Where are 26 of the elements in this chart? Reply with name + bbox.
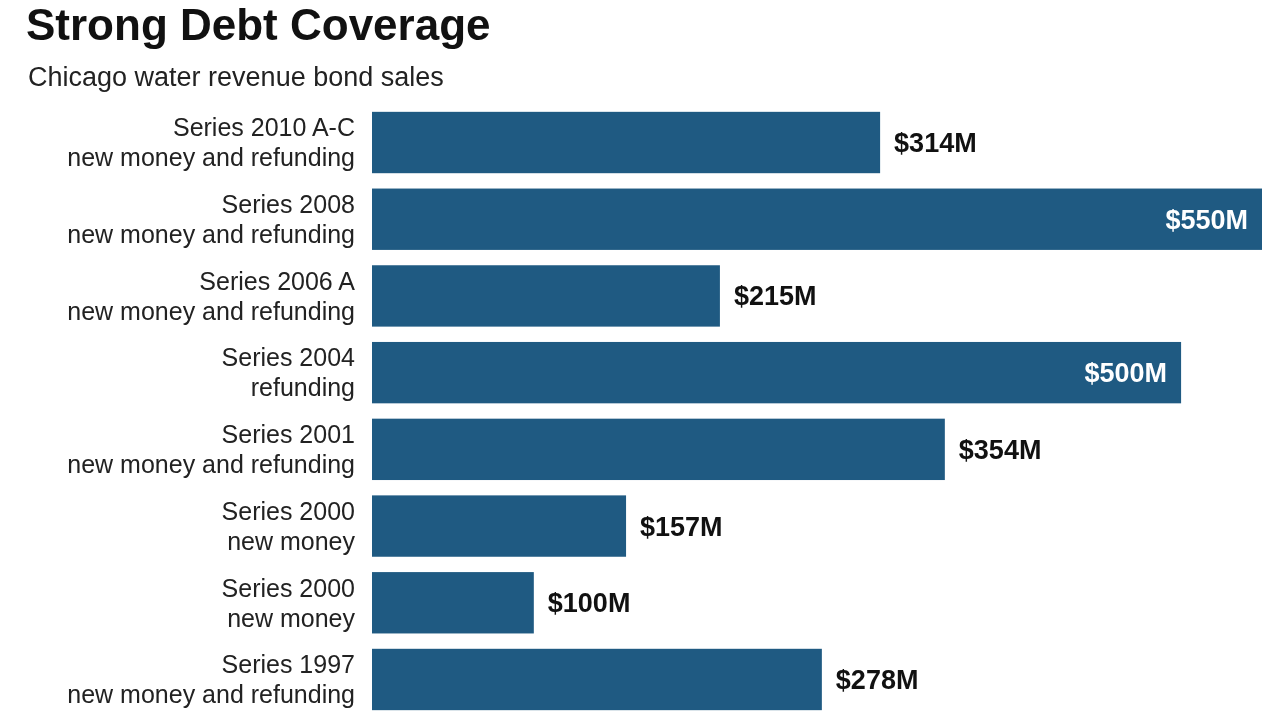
y-tick-label: Series 2000 new money [221,573,356,632]
bar [372,572,534,634]
data-label: $550M [1165,204,1248,235]
data-label: $157M [640,511,723,542]
bar [372,188,1262,250]
y-tick-label: Series 2001 new money and refunding [67,420,355,479]
bar [372,495,627,557]
bar [372,341,1182,404]
data-label: $314M [894,127,977,158]
data-label: $100M [547,588,631,619]
data-label: $354M [958,434,1042,465]
chart-title: Strong Debt Coverage [26,0,491,49]
y-tick-label: Series 2006 A new money and refunding [67,266,356,325]
bar [372,265,720,327]
y-tick-label: Series 2000 new money [221,496,356,555]
bar [372,418,945,481]
y-tick-label: Series 2008 new money and refunding [67,189,355,248]
y-tick-label: Series 2010 A-C new money and refunding [67,113,355,172]
bar [372,648,822,711]
data-label: $500M [1084,358,1168,389]
y-tick-label: Series 2004 refunding [221,343,356,402]
data-label: $215M [733,281,817,312]
y-tick-label: Series 1997 new money and refunding [67,650,355,709]
chart-subtitle: Chicago water revenue bond sales [28,62,444,92]
data-label: $278M [835,664,919,695]
bar [372,111,881,174]
